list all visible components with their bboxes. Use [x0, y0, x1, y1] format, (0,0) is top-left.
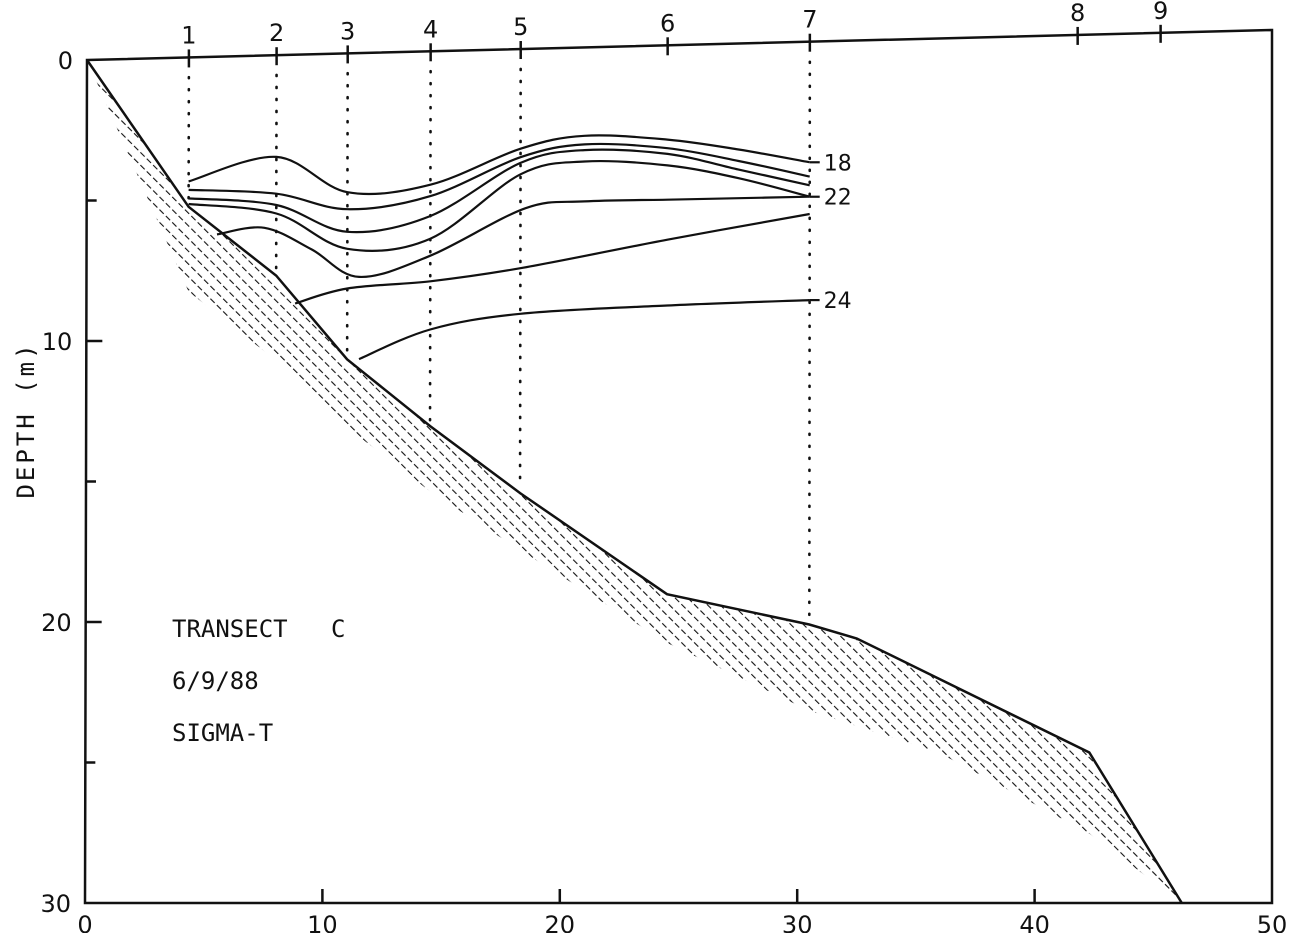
station-label: 2 — [269, 19, 284, 47]
y-tick-label: 10 — [42, 328, 73, 356]
x-tick-label: 50 — [1257, 911, 1288, 933]
station-dotted-line — [345, 71, 349, 355]
station-label: 4 — [423, 15, 438, 43]
station-dotted-line — [518, 67, 522, 489]
station-label: 8 — [1070, 0, 1085, 27]
station-label: 7 — [802, 6, 817, 34]
station-label: 9 — [1153, 0, 1168, 25]
contour-line — [294, 212, 810, 305]
contour-line — [188, 159, 810, 252]
x-axis: 0 10 20 30 40 50 — [77, 889, 1287, 933]
x-tick-label: 0 — [77, 911, 92, 933]
station-label: 3 — [340, 17, 355, 45]
y-axis-label: DEPTH (m) — [12, 341, 40, 498]
contour-line — [188, 134, 810, 196]
contour-line — [188, 142, 810, 211]
bottom-profile-line — [85, 59, 1183, 904]
annotation-date: 6/9/88 — [172, 667, 259, 695]
y-tick-label: 0 — [58, 47, 73, 75]
station-dotted-line — [808, 60, 812, 623]
station-dotted-lines — [187, 60, 812, 623]
contour-label: 18 — [824, 151, 852, 176]
x-tick-label: 10 — [307, 911, 338, 933]
x-tick-label: 30 — [782, 911, 813, 933]
annotation-variable: SIGMA-T — [172, 719, 273, 747]
sigma-t-contours: 18 22 24 — [188, 134, 852, 361]
x-tick-label: 40 — [1019, 911, 1050, 933]
station-label: 1 — [181, 21, 196, 49]
contour-line — [188, 148, 810, 234]
contour-line — [216, 195, 810, 279]
x-tick-label: 20 — [545, 911, 576, 933]
y-tick-label: 20 — [41, 609, 72, 637]
contour-line — [358, 299, 810, 361]
station-dotted-line — [428, 69, 432, 422]
y-tick-label: 30 — [40, 890, 71, 918]
annotation-transect: TRANSECT C — [172, 615, 345, 643]
station-label: 5 — [513, 13, 528, 41]
sea-floor-hatch — [87, 60, 1182, 903]
y-axis: 0 10 20 30 — [40, 47, 103, 918]
annotation-block: TRANSECT C 6/9/88 SIGMA-T — [172, 615, 345, 747]
contour-label: 22 — [824, 186, 852, 211]
station-label: 6 — [660, 9, 675, 37]
contour-label: 24 — [824, 289, 852, 314]
station-axis: 1 2 3 4 5 6 7 8 9 — [181, 0, 1168, 68]
sea-floor-layer — [85, 59, 1183, 904]
